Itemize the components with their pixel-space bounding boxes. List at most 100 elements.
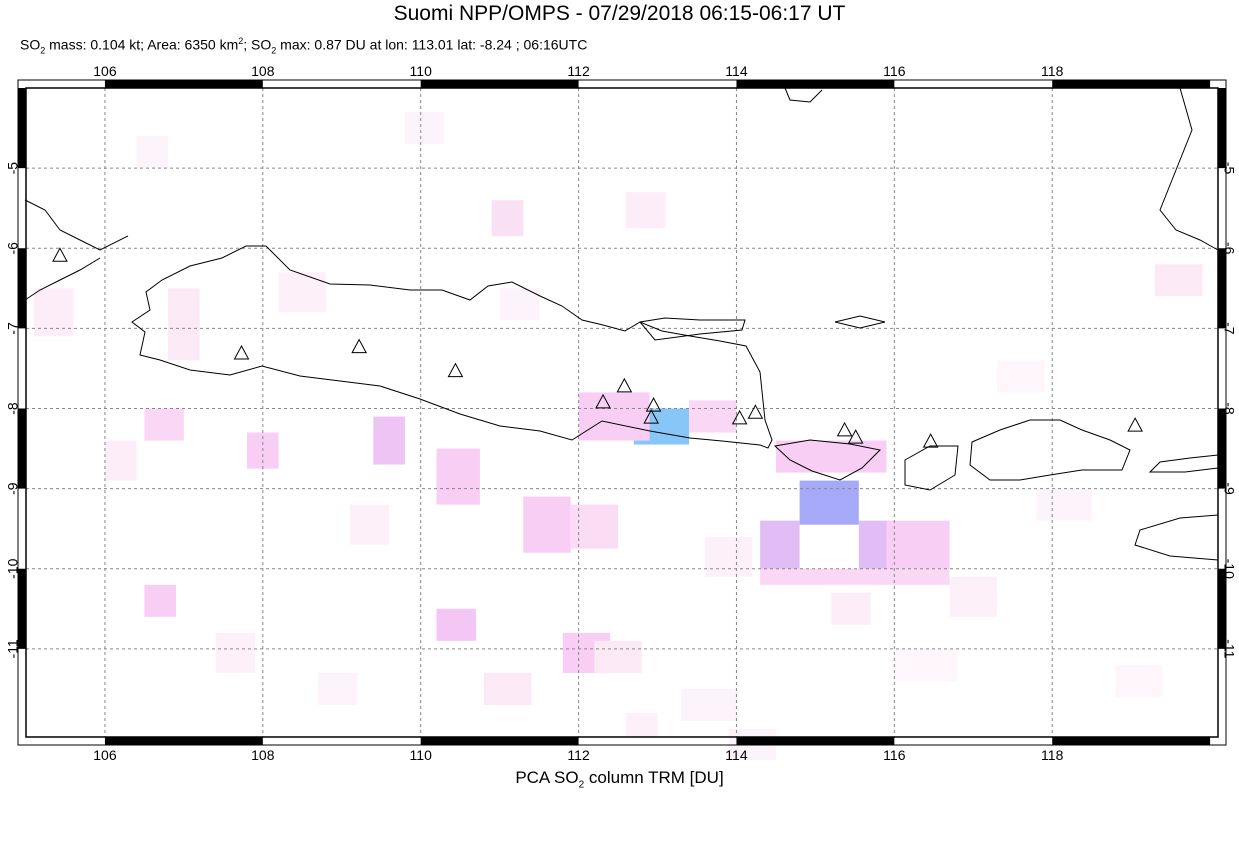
so2-cell bbox=[436, 608, 476, 641]
lat-label-left: -11 bbox=[5, 639, 21, 658]
coast-kangean bbox=[834, 315, 886, 329]
so2-cell bbox=[499, 288, 540, 321]
so2-cell bbox=[404, 112, 445, 145]
volcano-triangle-icon bbox=[447, 362, 464, 378]
frame-bar bbox=[18, 568, 26, 649]
so2-cell bbox=[704, 536, 753, 577]
outer-border bbox=[17, 79, 1227, 746]
frame-bar bbox=[18, 88, 26, 169]
so2-cell bbox=[625, 192, 666, 229]
map-title: Suomi NPP/OMPS - 07/29/2018 06:15-06:17 … bbox=[393, 2, 846, 25]
lat-label-right: -9 bbox=[1221, 482, 1237, 495]
so2-cell bbox=[858, 520, 887, 569]
so2-cell bbox=[33, 288, 74, 337]
frame-bar bbox=[1052, 80, 1211, 88]
lon-label-top: 106 bbox=[93, 63, 117, 79]
lon-label-top: 110 bbox=[410, 63, 433, 79]
so2-label: SO bbox=[20, 36, 41, 53]
lat-label-left: -6 bbox=[5, 242, 21, 255]
coast-lombok bbox=[904, 445, 959, 491]
so2-cell bbox=[136, 136, 169, 169]
so2-cell bbox=[1115, 664, 1163, 697]
lat-label-right: -5 bbox=[1221, 162, 1237, 175]
so2-cell bbox=[144, 584, 176, 617]
subscript: 2 bbox=[271, 45, 277, 56]
frame-bar bbox=[18, 248, 26, 329]
frame-bar bbox=[1218, 248, 1226, 329]
colorbar-title-text: PCA SO bbox=[515, 768, 579, 787]
so2-cell bbox=[144, 408, 184, 441]
so2-cell bbox=[799, 480, 859, 525]
map-frame bbox=[17, 79, 1227, 746]
lon-label-bottom: 114 bbox=[725, 747, 748, 760]
lon-label-top: 116 bbox=[883, 63, 906, 79]
so2-cell bbox=[278, 272, 326, 313]
so2-cell bbox=[570, 504, 619, 549]
coast-borneo-south bbox=[784, 87, 823, 103]
lat-label-right: -11 bbox=[1221, 639, 1237, 658]
so2-label: ; SO bbox=[243, 36, 272, 53]
colorbar-title: PCA SO2 column TRM [DU] bbox=[0, 768, 1239, 790]
volcano-markers bbox=[52, 247, 1143, 448]
so2-cell bbox=[1036, 488, 1092, 521]
volcano-triangle-icon bbox=[52, 247, 68, 262]
so2-cell bbox=[594, 640, 642, 673]
volcano-triangle-icon bbox=[233, 344, 250, 360]
so2-cell bbox=[1154, 264, 1203, 297]
so2-cell bbox=[491, 200, 524, 237]
so2-cells bbox=[33, 112, 1203, 760]
lon-label-top: 118 bbox=[1041, 63, 1064, 79]
frame-bar bbox=[104, 80, 263, 88]
so2-cell bbox=[168, 288, 200, 361]
coast-flores bbox=[1148, 454, 1219, 473]
lat-label-left: -9 bbox=[5, 482, 21, 495]
lon-label-bottom: 110 bbox=[410, 747, 433, 760]
frame-bar bbox=[1218, 408, 1226, 489]
so2-summary: SO2 mass: 0.104 kt; Area: 6350 km2; SO2 … bbox=[20, 36, 587, 55]
lon-label-bottom: 108 bbox=[251, 747, 275, 760]
so2-cell bbox=[949, 576, 997, 617]
so2-cell bbox=[996, 360, 1045, 393]
subscript: 2 bbox=[578, 779, 585, 791]
so2-cell bbox=[373, 416, 405, 465]
subscript: 2 bbox=[40, 45, 46, 56]
coastlines bbox=[24, 87, 1219, 561]
so2-cell bbox=[349, 504, 390, 545]
so2-cell bbox=[578, 392, 650, 441]
volcano-triangle-icon bbox=[595, 393, 611, 409]
volcano-triangle-icon bbox=[351, 338, 367, 354]
coast-java bbox=[131, 245, 773, 449]
coast-sulawesi bbox=[1159, 87, 1219, 251]
lat-label-right: -8 bbox=[1221, 402, 1237, 415]
volcano-triangle-icon bbox=[747, 404, 764, 419]
so2-cell bbox=[436, 448, 480, 505]
lon-label-top: 108 bbox=[251, 63, 275, 79]
lon-label-bottom: 118 bbox=[1041, 747, 1064, 760]
superscript: 2 bbox=[238, 36, 244, 46]
coast-bali bbox=[773, 439, 882, 481]
so2-cell bbox=[831, 592, 871, 625]
so2-cell bbox=[760, 568, 950, 585]
volcano-triangle-icon bbox=[836, 421, 853, 437]
frame-bar bbox=[1052, 737, 1211, 745]
so2-cell bbox=[523, 496, 571, 553]
so2-cell bbox=[894, 648, 958, 681]
volcano-triangle-icon bbox=[847, 429, 864, 444]
lon-label-top: 114 bbox=[725, 63, 748, 79]
mass-area-text: mass: 0.104 kt; Area: 6350 km bbox=[45, 36, 239, 53]
lat-label-left: -7 bbox=[5, 322, 21, 335]
so2-cell bbox=[775, 440, 887, 473]
max-text: max: 0.87 DU at lon: 113.01 lat: -8.24 ;… bbox=[276, 36, 588, 53]
coast-madura bbox=[639, 317, 746, 341]
so2-cell bbox=[689, 400, 737, 433]
so2-cell bbox=[760, 520, 800, 569]
lon-label-bottom: 116 bbox=[883, 747, 906, 760]
frame-bar bbox=[1218, 568, 1226, 649]
frame-bar bbox=[736, 737, 895, 745]
lat-label-right: -10 bbox=[1221, 559, 1237, 579]
so2-cell bbox=[215, 632, 255, 673]
so2-cell bbox=[886, 520, 950, 569]
lat-label-left: -10 bbox=[5, 558, 21, 578]
gridlines bbox=[26, 88, 1218, 737]
lat-label-right: -6 bbox=[1221, 242, 1237, 255]
